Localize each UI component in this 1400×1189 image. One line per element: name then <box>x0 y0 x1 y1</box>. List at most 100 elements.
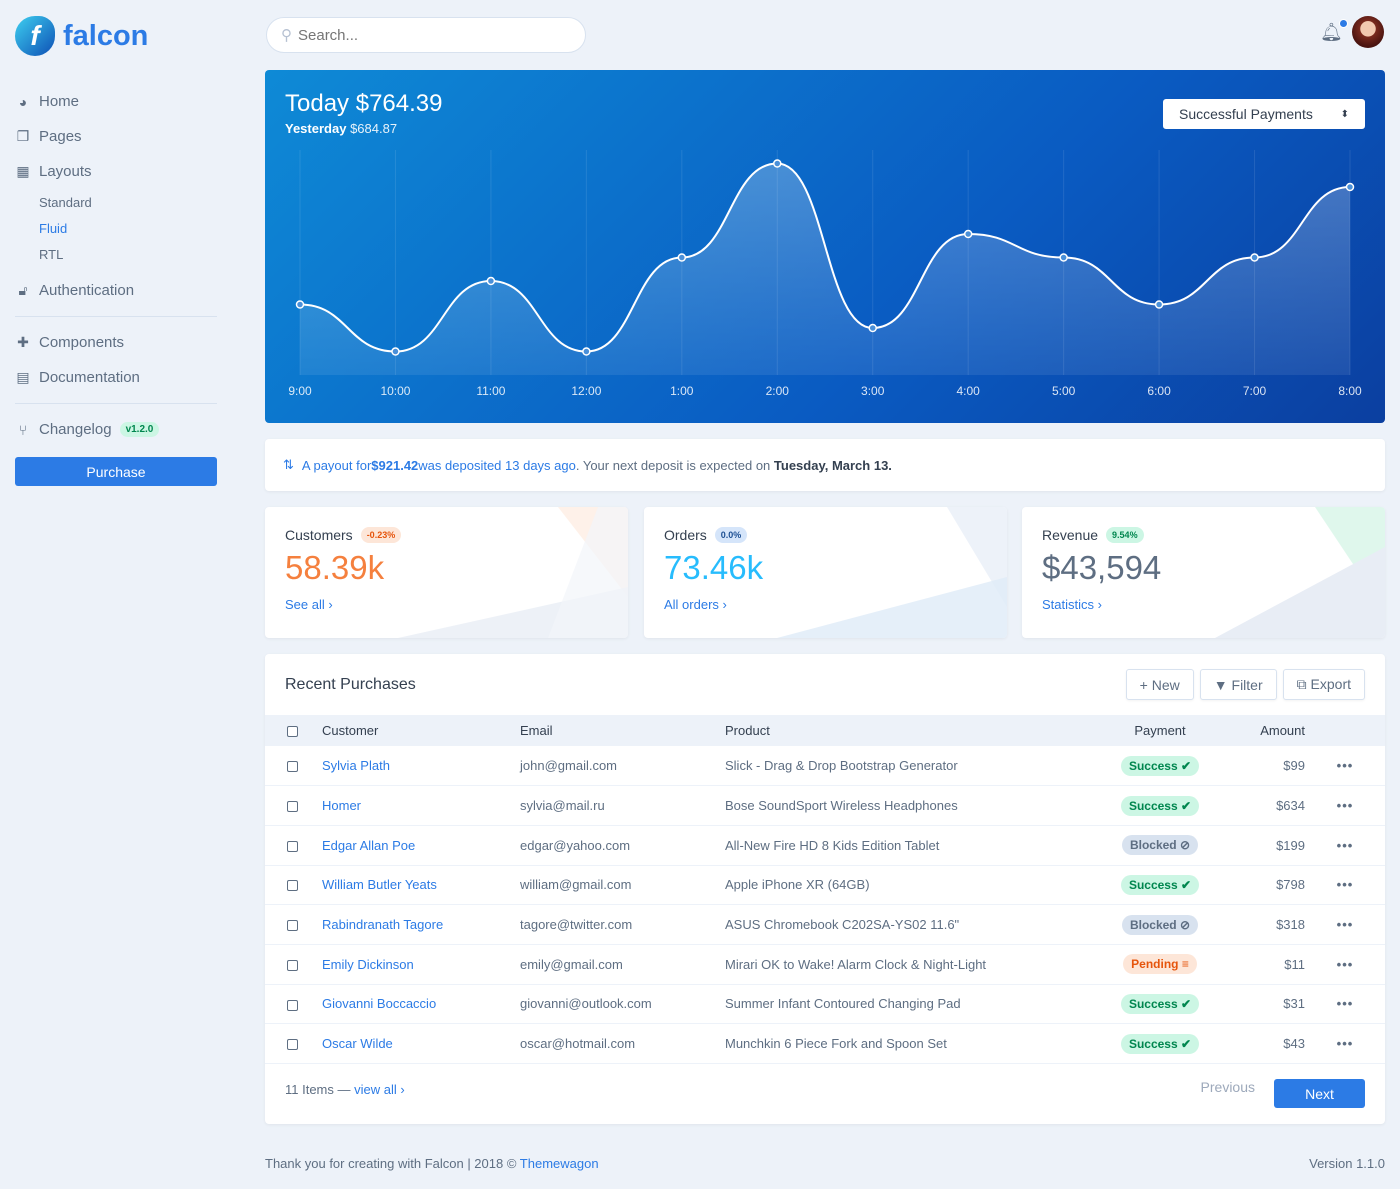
customer-link[interactable]: Sylvia Plath <box>322 758 390 774</box>
sidebar-item-label: Layouts <box>39 163 92 180</box>
row-checkbox[interactable] <box>287 880 298 892</box>
filter-icon: ▼ <box>1213 676 1228 693</box>
more-options-icon[interactable]: ••• <box>1336 837 1354 853</box>
more-options-icon[interactable]: ••• <box>1336 1036 1354 1052</box>
column-email[interactable]: Email <box>520 723 553 738</box>
more-options-icon[interactable]: ••• <box>1336 758 1354 774</box>
sidebar-subitem-fluid[interactable]: Fluid <box>39 220 68 236</box>
row-checkbox[interactable] <box>287 959 298 971</box>
data-point[interactable] <box>1154 300 1164 309</box>
more-options-icon[interactable]: ••• <box>1336 917 1354 933</box>
table-row: Oscar Wilde oscar@hotmail.com Munchkin 6… <box>265 1024 1385 1064</box>
sidebar-item-changelog[interactable]: ⑂ Changelog v1.2.0 <box>15 412 217 447</box>
filter-button[interactable]: ▼ Filter <box>1199 669 1277 700</box>
select-all-checkbox[interactable] <box>287 726 298 738</box>
notification-bell-icon[interactable]: 🔔︎ <box>1320 19 1348 43</box>
status-badge: Pending ≡ <box>1123 954 1197 975</box>
sidebar-item-label: Components <box>39 334 125 351</box>
status-badge: Success ✔ <box>1120 755 1200 776</box>
payment-type-select[interactable]: Successful Payments ⬍ <box>1163 99 1365 129</box>
row-checkbox[interactable] <box>287 840 298 852</box>
sidebar-item-layouts[interactable]: ▦ Layouts <box>15 154 217 189</box>
row-checkbox[interactable] <box>287 761 298 773</box>
external-link-icon: ⧉ <box>1296 676 1307 692</box>
sidebar-item-documentation[interactable]: ▤ Documentation <box>15 360 217 395</box>
sort-icon: ⬍ <box>1340 108 1349 120</box>
table-row: Homer sylvia@mail.ru Bose SoundSport Wir… <box>265 786 1385 826</box>
next-button[interactable]: Next <box>1274 1079 1365 1108</box>
purchase-button[interactable]: Purchase <box>15 457 217 486</box>
customer-link[interactable]: Rabindranath Tagore <box>322 917 444 933</box>
search-input[interactable] <box>298 26 558 44</box>
sidebar-item-label: Documentation <box>39 369 140 386</box>
previous-button[interactable]: Previous <box>1200 1079 1255 1095</box>
x-tick-label: 5:00 <box>1052 384 1076 398</box>
view-all-link[interactable]: view all › <box>354 1082 405 1097</box>
version-badge: v1.2.0 <box>119 422 160 437</box>
email-cell: john@gmail.com <box>520 758 618 774</box>
book-icon: ▤ <box>16 369 30 385</box>
sidebar-item-authentication[interactable]: 🔓︎ Authentication <box>15 273 217 308</box>
data-point[interactable] <box>868 323 877 333</box>
see-all-link[interactable]: See all › <box>285 597 333 612</box>
sidebar-item-home[interactable]: ◕ Home <box>15 84 217 119</box>
data-point[interactable] <box>677 253 687 262</box>
sidebar-subitem-rtl[interactable]: RTL <box>39 246 64 262</box>
customer-link[interactable]: Emily Dickinson <box>322 956 414 972</box>
data-point[interactable] <box>1059 253 1068 262</box>
statistics-link[interactable]: Statistics › <box>1042 597 1102 612</box>
data-point[interactable] <box>295 300 305 309</box>
customer-link[interactable]: Edgar Allan Poe <box>322 837 416 853</box>
sidebar-subitem-standard[interactable]: Standard <box>39 194 92 210</box>
avatar[interactable] <box>1352 16 1384 48</box>
data-point[interactable] <box>391 347 400 356</box>
product-cell: Apple iPhone XR (64GB) <box>725 877 870 893</box>
change-badge: 0.0% <box>714 527 748 543</box>
data-point[interactable] <box>1345 182 1355 192</box>
email-cell: oscar@hotmail.com <box>520 1036 636 1052</box>
row-checkbox[interactable] <box>287 999 298 1011</box>
amount-cell: $634 <box>1276 798 1305 814</box>
footer-text: Thank you for creating with Falcon | 201… <box>265 1156 599 1171</box>
brand-name: falcon <box>63 19 149 52</box>
all-orders-link[interactable]: All orders › <box>664 597 727 612</box>
export-button[interactable]: ⧉ Export <box>1282 669 1365 700</box>
column-customer[interactable]: Customer <box>322 723 379 738</box>
product-cell: Mirari OK to Wake! Alarm Clock & Night-L… <box>725 956 987 972</box>
new-button[interactable]: + New <box>1125 669 1194 700</box>
sidebar-item-components[interactable]: ✚ Components <box>15 325 217 360</box>
data-point[interactable] <box>1250 253 1259 262</box>
sidebar-item-pages[interactable]: ❐ Pages <box>15 119 217 154</box>
brand-logo[interactable]: f falcon <box>15 16 148 56</box>
more-options-icon[interactable]: ••• <box>1336 798 1354 814</box>
data-point[interactable] <box>963 229 973 239</box>
status-icon: ✔ <box>1180 758 1192 773</box>
row-checkbox[interactable] <box>287 1039 298 1051</box>
stat-value: 73.46k <box>664 549 764 586</box>
customer-link[interactable]: William Butler Yeats <box>322 877 437 893</box>
search-box[interactable]: ⚲ <box>266 17 586 53</box>
sidebar: ◕ Home ❐ Pages ▦ Layouts Standard Fluid RTL… <box>15 84 217 447</box>
row-checkbox[interactable] <box>287 801 298 813</box>
themewagon-link[interactable]: Themewagon <box>519 1156 599 1171</box>
product-cell: Slick - Drag & Drop Bootstrap Generator <box>725 758 958 774</box>
data-point[interactable] <box>773 159 782 168</box>
data-point[interactable] <box>582 347 591 356</box>
customer-link[interactable]: Homer <box>322 798 362 814</box>
row-checkbox[interactable] <box>287 920 298 932</box>
plus-icon: + <box>1139 676 1148 693</box>
customer-link[interactable]: Giovanni Boccaccio <box>322 996 437 1012</box>
more-options-icon[interactable]: ••• <box>1336 956 1354 972</box>
customer-link[interactable]: Oscar Wilde <box>322 1036 393 1052</box>
status-icon: ✔ <box>1180 1036 1192 1051</box>
data-point[interactable] <box>486 276 496 286</box>
email-cell: edgar@yahoo.com <box>520 837 631 853</box>
column-amount[interactable]: Amount <box>1260 723 1305 738</box>
column-product[interactable]: Product <box>725 723 770 738</box>
column-payment[interactable]: Payment <box>1134 723 1186 738</box>
search-icon: ⚲ <box>281 27 292 44</box>
sidebar-item-label: Home <box>39 93 80 110</box>
more-options-icon[interactable]: ••• <box>1336 996 1354 1012</box>
more-options-icon[interactable]: ••• <box>1336 877 1354 893</box>
table-header: Customer Email Product Payment Amount <box>265 715 1385 746</box>
